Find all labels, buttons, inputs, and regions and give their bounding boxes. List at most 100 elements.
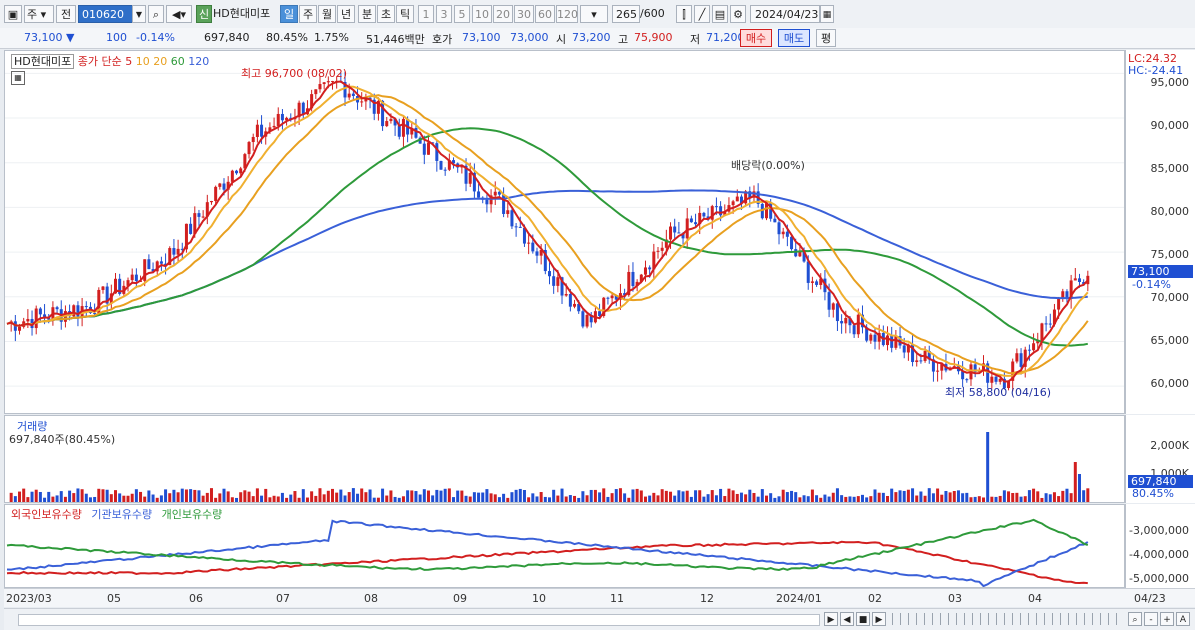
- search-icon[interactable]: ⌕: [148, 5, 164, 23]
- period-minute[interactable]: 분: [358, 5, 376, 23]
- market-select[interactable]: 주 ▾: [24, 5, 54, 23]
- candle-body: [252, 137, 255, 142]
- table-view-icon[interactable]: ▦: [11, 71, 25, 85]
- candle-body: [56, 307, 59, 309]
- auto-button[interactable]: A: [1176, 612, 1190, 626]
- ma5-line: [7, 82, 1088, 382]
- volume-pct-tag: 80.45%: [1132, 487, 1174, 500]
- toolbar: ▣ 주 ▾ 전 010620 ▼ ⌕ ◀▾ 신 HD현대미포 일 주 월 년 분…: [0, 0, 1195, 29]
- period-day[interactable]: 일: [280, 5, 298, 23]
- volume-bar: [644, 497, 647, 502]
- candle-body: [1078, 278, 1081, 282]
- candle-body: [644, 267, 647, 274]
- volume-bar: [673, 496, 676, 502]
- calendar-icon[interactable]: ▦: [820, 5, 834, 23]
- volume-bar: [47, 492, 50, 502]
- volume-bar: [56, 495, 59, 502]
- zoom-icon[interactable]: ⌕: [1128, 612, 1142, 626]
- draw-tool-icon[interactable]: ╱: [694, 5, 710, 23]
- volume-bar: [356, 494, 359, 502]
- volume-bar: [515, 490, 518, 502]
- x-tick: 06: [189, 592, 203, 605]
- interval-120[interactable]: 120: [556, 5, 578, 23]
- scroll-right-button[interactable]: ▶: [824, 612, 838, 626]
- volume-bar: [602, 488, 605, 502]
- price-chart: [5, 51, 1124, 413]
- legend-foreign: 외국인보유수량: [11, 508, 82, 521]
- sell-button[interactable]: 매도: [778, 29, 810, 47]
- volume-bar: [648, 496, 651, 502]
- date-input[interactable]: 2024/04/23: [750, 5, 820, 23]
- volume-bar: [444, 489, 447, 502]
- flat-button[interactable]: 평: [816, 29, 836, 47]
- volume-y-axis: 2,000K 1,000K 697,840 80.45%: [1125, 415, 1195, 503]
- scroll-track[interactable]: [18, 614, 820, 626]
- interval-dropdown[interactable]: ▾: [580, 5, 608, 23]
- interval-60[interactable]: 60: [535, 5, 555, 23]
- volume-bar: [1020, 497, 1023, 502]
- volume-bar: [423, 489, 426, 502]
- interval-10[interactable]: 10: [472, 5, 492, 23]
- volume-bar: [323, 494, 326, 502]
- settings-gear-icon[interactable]: ⚙: [730, 5, 746, 23]
- holdings-pane[interactable]: 외국인보유수량 기관보유수량 개인보유수량: [4, 504, 1125, 588]
- volume-bar: [577, 498, 580, 502]
- volume-bar: [306, 498, 309, 502]
- layout-icon[interactable]: ▣: [4, 5, 22, 23]
- count-input[interactable]: 265: [612, 5, 640, 23]
- volume-bar: [131, 494, 134, 502]
- period-month[interactable]: 월: [318, 5, 336, 23]
- candle-body: [894, 336, 897, 348]
- save-icon[interactable]: ▤: [712, 5, 728, 23]
- volume-bar: [569, 495, 572, 502]
- volume-bar: [31, 492, 34, 502]
- volume-bar: [344, 495, 347, 502]
- volume-pane[interactable]: 거래량 697,840주(80.45%): [4, 415, 1125, 503]
- buy-button[interactable]: 매수: [740, 29, 772, 47]
- sound-icon[interactable]: ◀▾: [166, 5, 192, 23]
- chart-scrollbar[interactable]: ▶ ◀ ■ ▶ ⌕ - + A: [4, 608, 1195, 630]
- signal-badge[interactable]: 신: [196, 5, 212, 23]
- volume-bar: [93, 497, 96, 502]
- stop-button[interactable]: ■: [856, 612, 870, 626]
- volume-bar: [360, 488, 363, 502]
- period-year[interactable]: 년: [337, 5, 355, 23]
- volume-bar: [1028, 490, 1031, 502]
- price-chart-pane[interactable]: HD현대미포 종가 단순 5 10 20 60 120 ▦ 최고 96,700 …: [4, 50, 1125, 414]
- period-week[interactable]: 주: [299, 5, 317, 23]
- volume-bar: [35, 490, 38, 502]
- period-second[interactable]: 초: [377, 5, 395, 23]
- play-button[interactable]: ▶: [872, 612, 886, 626]
- interval-5[interactable]: 5: [454, 5, 470, 23]
- x-end-label: 04/23: [1134, 592, 1166, 605]
- interval-3[interactable]: 3: [436, 5, 452, 23]
- volume-bar: [223, 489, 226, 502]
- candle-body: [444, 170, 447, 171]
- scope-select[interactable]: 전: [56, 5, 76, 23]
- candle-icon[interactable]: ⫿: [676, 5, 692, 23]
- y-tick: 2,000K: [1150, 439, 1189, 452]
- zoom-in-button[interactable]: +: [1160, 612, 1174, 626]
- zoom-out-button[interactable]: -: [1144, 612, 1158, 626]
- scroll-left-button[interactable]: ◀: [840, 612, 854, 626]
- interval-30[interactable]: 30: [514, 5, 534, 23]
- volume-bar: [990, 497, 993, 502]
- volume-bar: [460, 491, 463, 502]
- candle-body: [556, 277, 559, 286]
- volume-bar: [965, 493, 968, 502]
- interval-20[interactable]: 20: [493, 5, 513, 23]
- open-price: 73,200: [572, 31, 611, 44]
- zoom-slider[interactable]: [892, 613, 1122, 625]
- code-dropdown-icon[interactable]: ▼: [132, 5, 146, 23]
- volume-bar: [185, 489, 188, 502]
- volume-bar: [14, 496, 17, 502]
- volume-bar: [135, 489, 138, 502]
- volume-bar: [1015, 493, 1018, 502]
- period-tick[interactable]: 틱: [396, 5, 414, 23]
- candle-body: [702, 213, 705, 217]
- interval-1[interactable]: 1: [418, 5, 434, 23]
- volume-bar: [535, 496, 538, 502]
- candle-body: [331, 81, 334, 82]
- volume-bar: [277, 496, 280, 502]
- volume-bar: [127, 496, 130, 502]
